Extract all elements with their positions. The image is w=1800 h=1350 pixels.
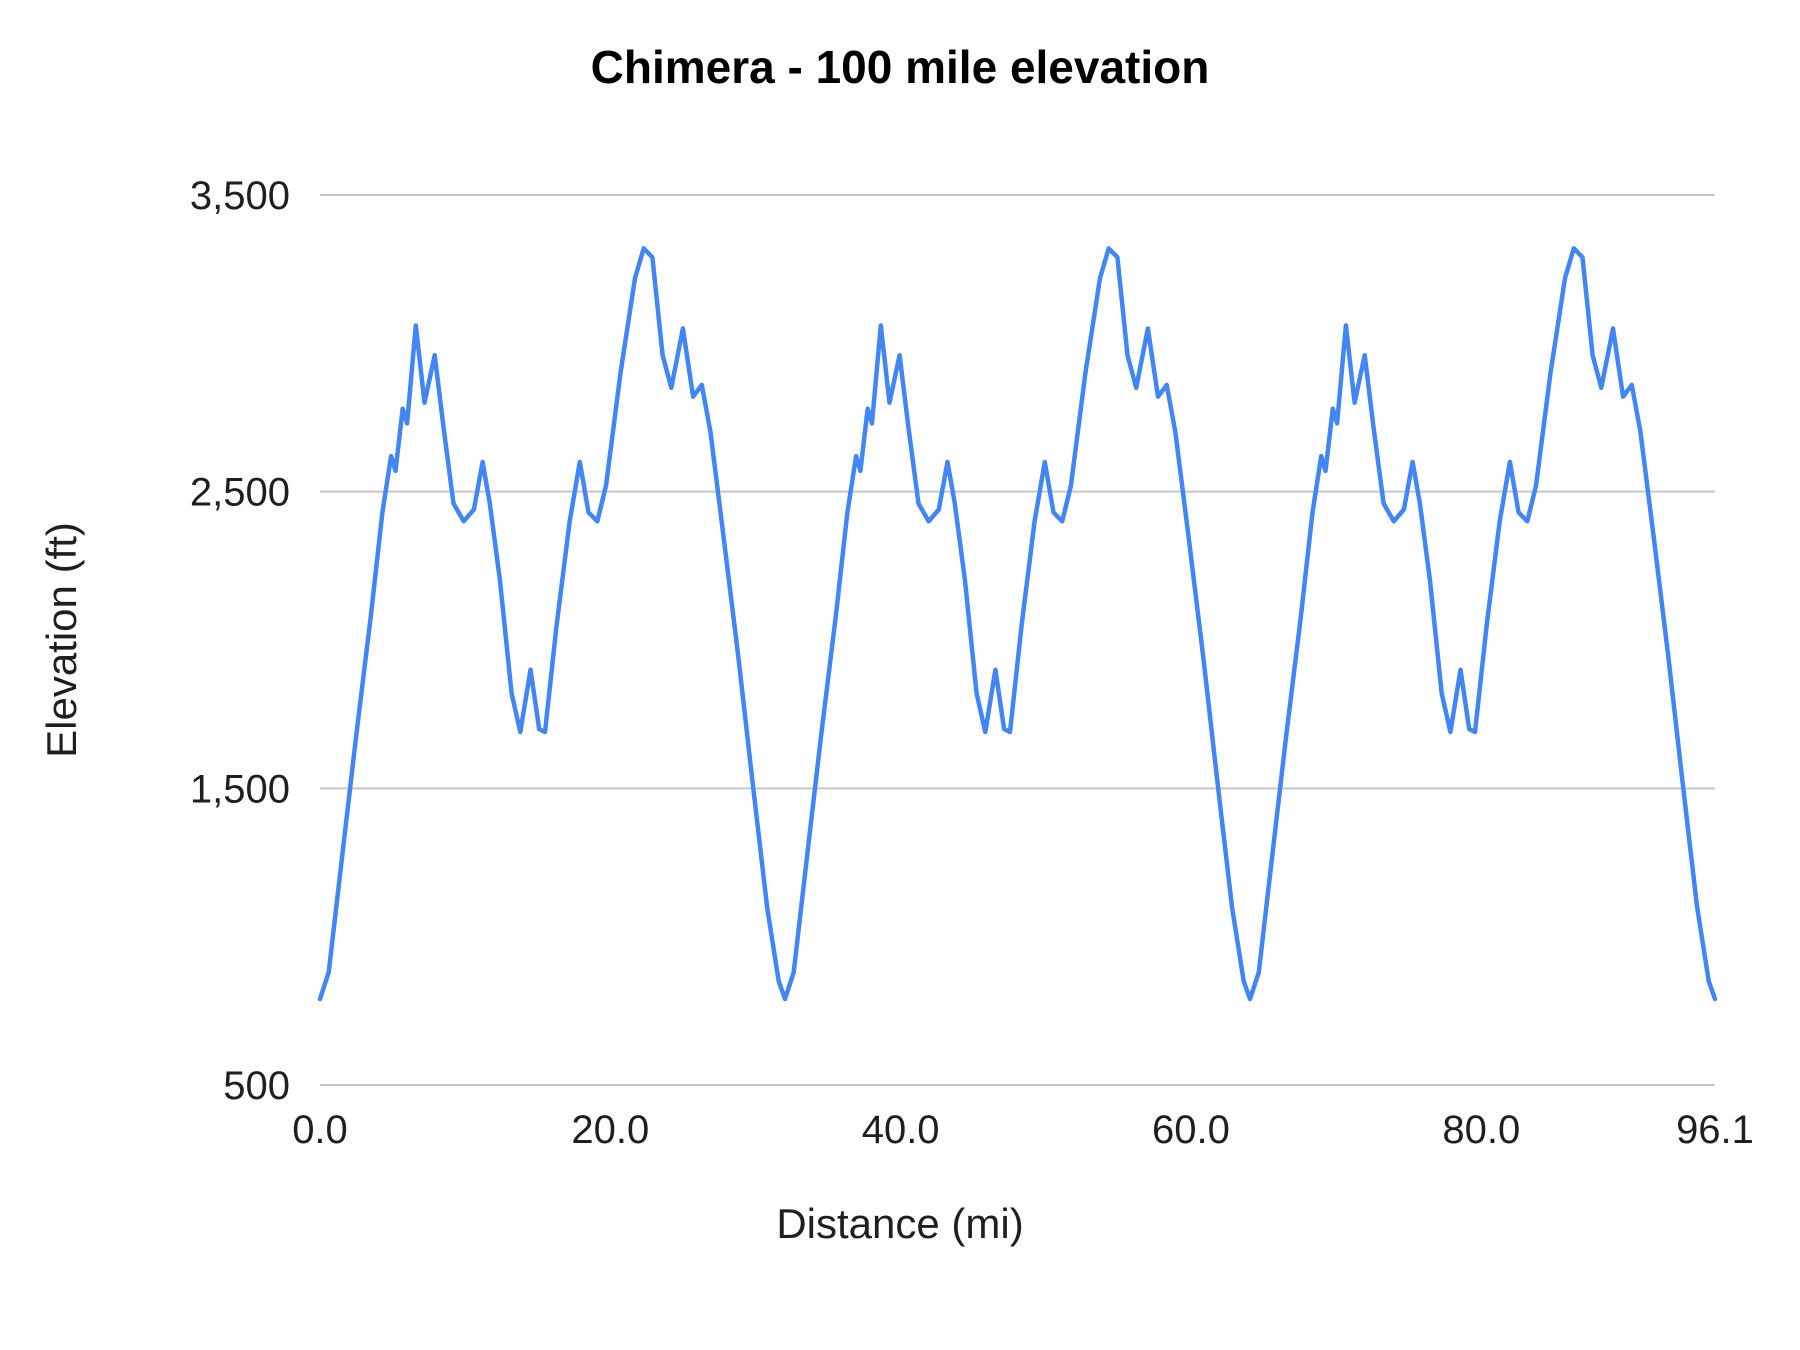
gridlines — [320, 194, 1715, 1086]
x-axis-title: Distance (mi) — [776, 1200, 1024, 1247]
x-tick-label: 20.0 — [571, 1108, 649, 1152]
y-tick-label: 500 — [223, 1064, 290, 1108]
x-tick-label: 96.1 — [1676, 1108, 1754, 1152]
x-tick-label: 40.0 — [862, 1108, 940, 1152]
y-tick-label: 3,500 — [190, 174, 290, 218]
y-tick-labels: 3,500 2,500 1,500 500 — [190, 174, 290, 1108]
x-tick-label: 0.0 — [292, 1108, 348, 1152]
x-tick-labels: 0.0 20.0 40.0 60.0 80.0 96.1 — [292, 1108, 1754, 1152]
x-tick-label: 60.0 — [1152, 1108, 1230, 1152]
chart-title: Chimera - 100 mile elevation — [590, 41, 1210, 93]
y-tick-label: 1,500 — [190, 767, 290, 811]
elevation-line-series — [317, 246, 1718, 1002]
y-tick-label: 2,500 — [190, 471, 290, 515]
x-tick-label: 80.0 — [1442, 1108, 1520, 1152]
